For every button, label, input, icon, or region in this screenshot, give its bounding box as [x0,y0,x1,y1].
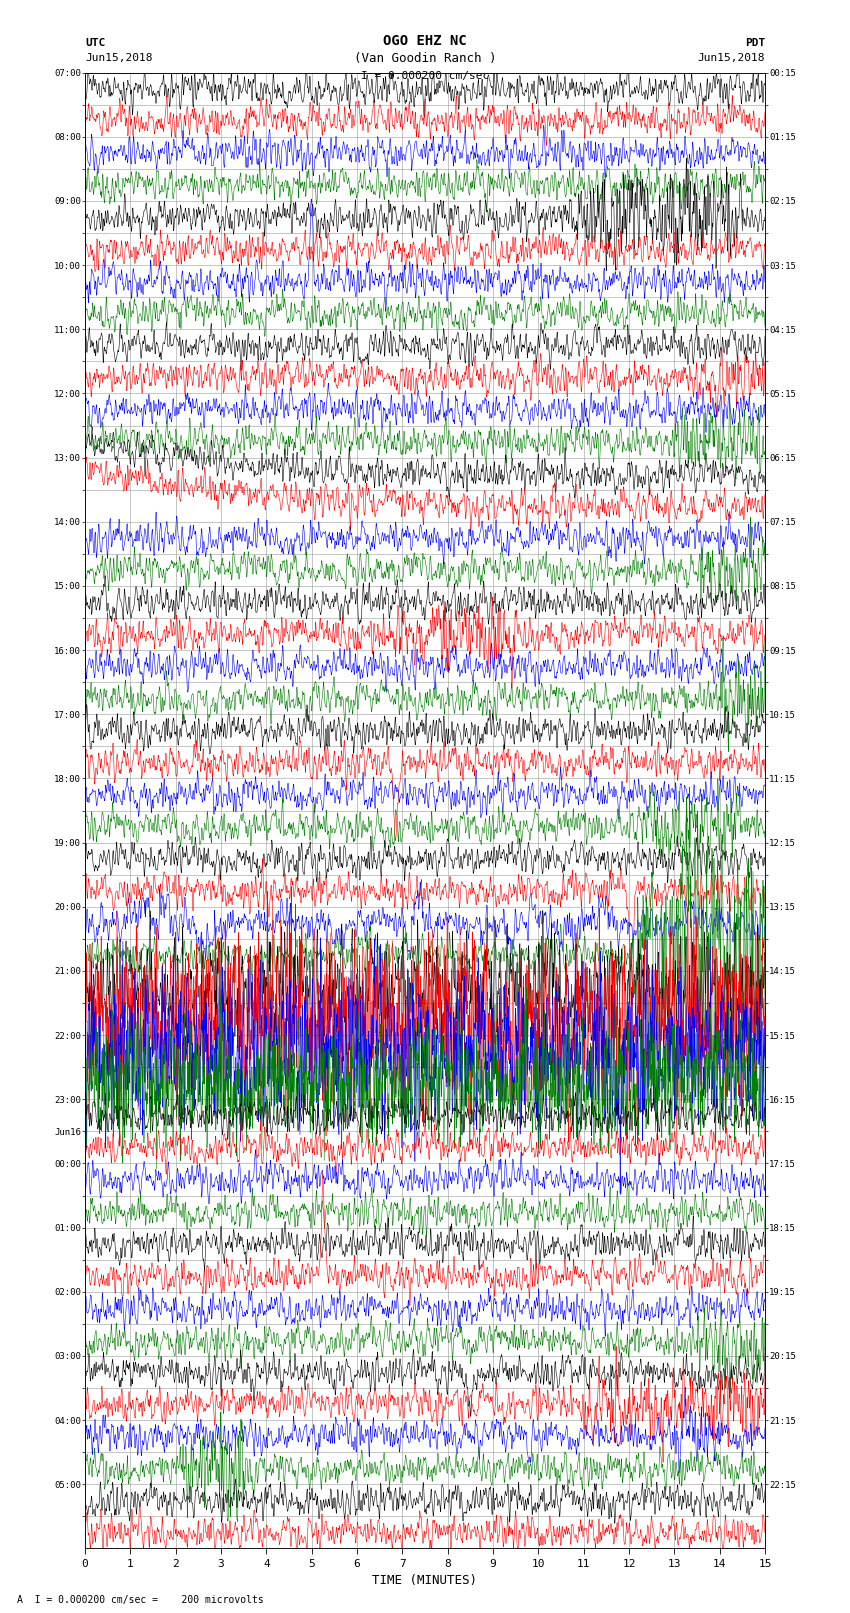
Text: UTC: UTC [85,39,105,48]
Text: A  I = 0.000200 cm/sec =    200 microvolts: A I = 0.000200 cm/sec = 200 microvolts [17,1595,264,1605]
Text: PDT: PDT [745,39,765,48]
Text: Jun15,2018: Jun15,2018 [698,53,765,63]
Text: Jun15,2018: Jun15,2018 [85,53,152,63]
X-axis label: TIME (MINUTES): TIME (MINUTES) [372,1574,478,1587]
Text: I = 0.000200 cm/sec: I = 0.000200 cm/sec [361,71,489,81]
Text: OGO EHZ NC: OGO EHZ NC [383,34,467,48]
Text: (Van Goodin Ranch ): (Van Goodin Ranch ) [354,52,496,65]
